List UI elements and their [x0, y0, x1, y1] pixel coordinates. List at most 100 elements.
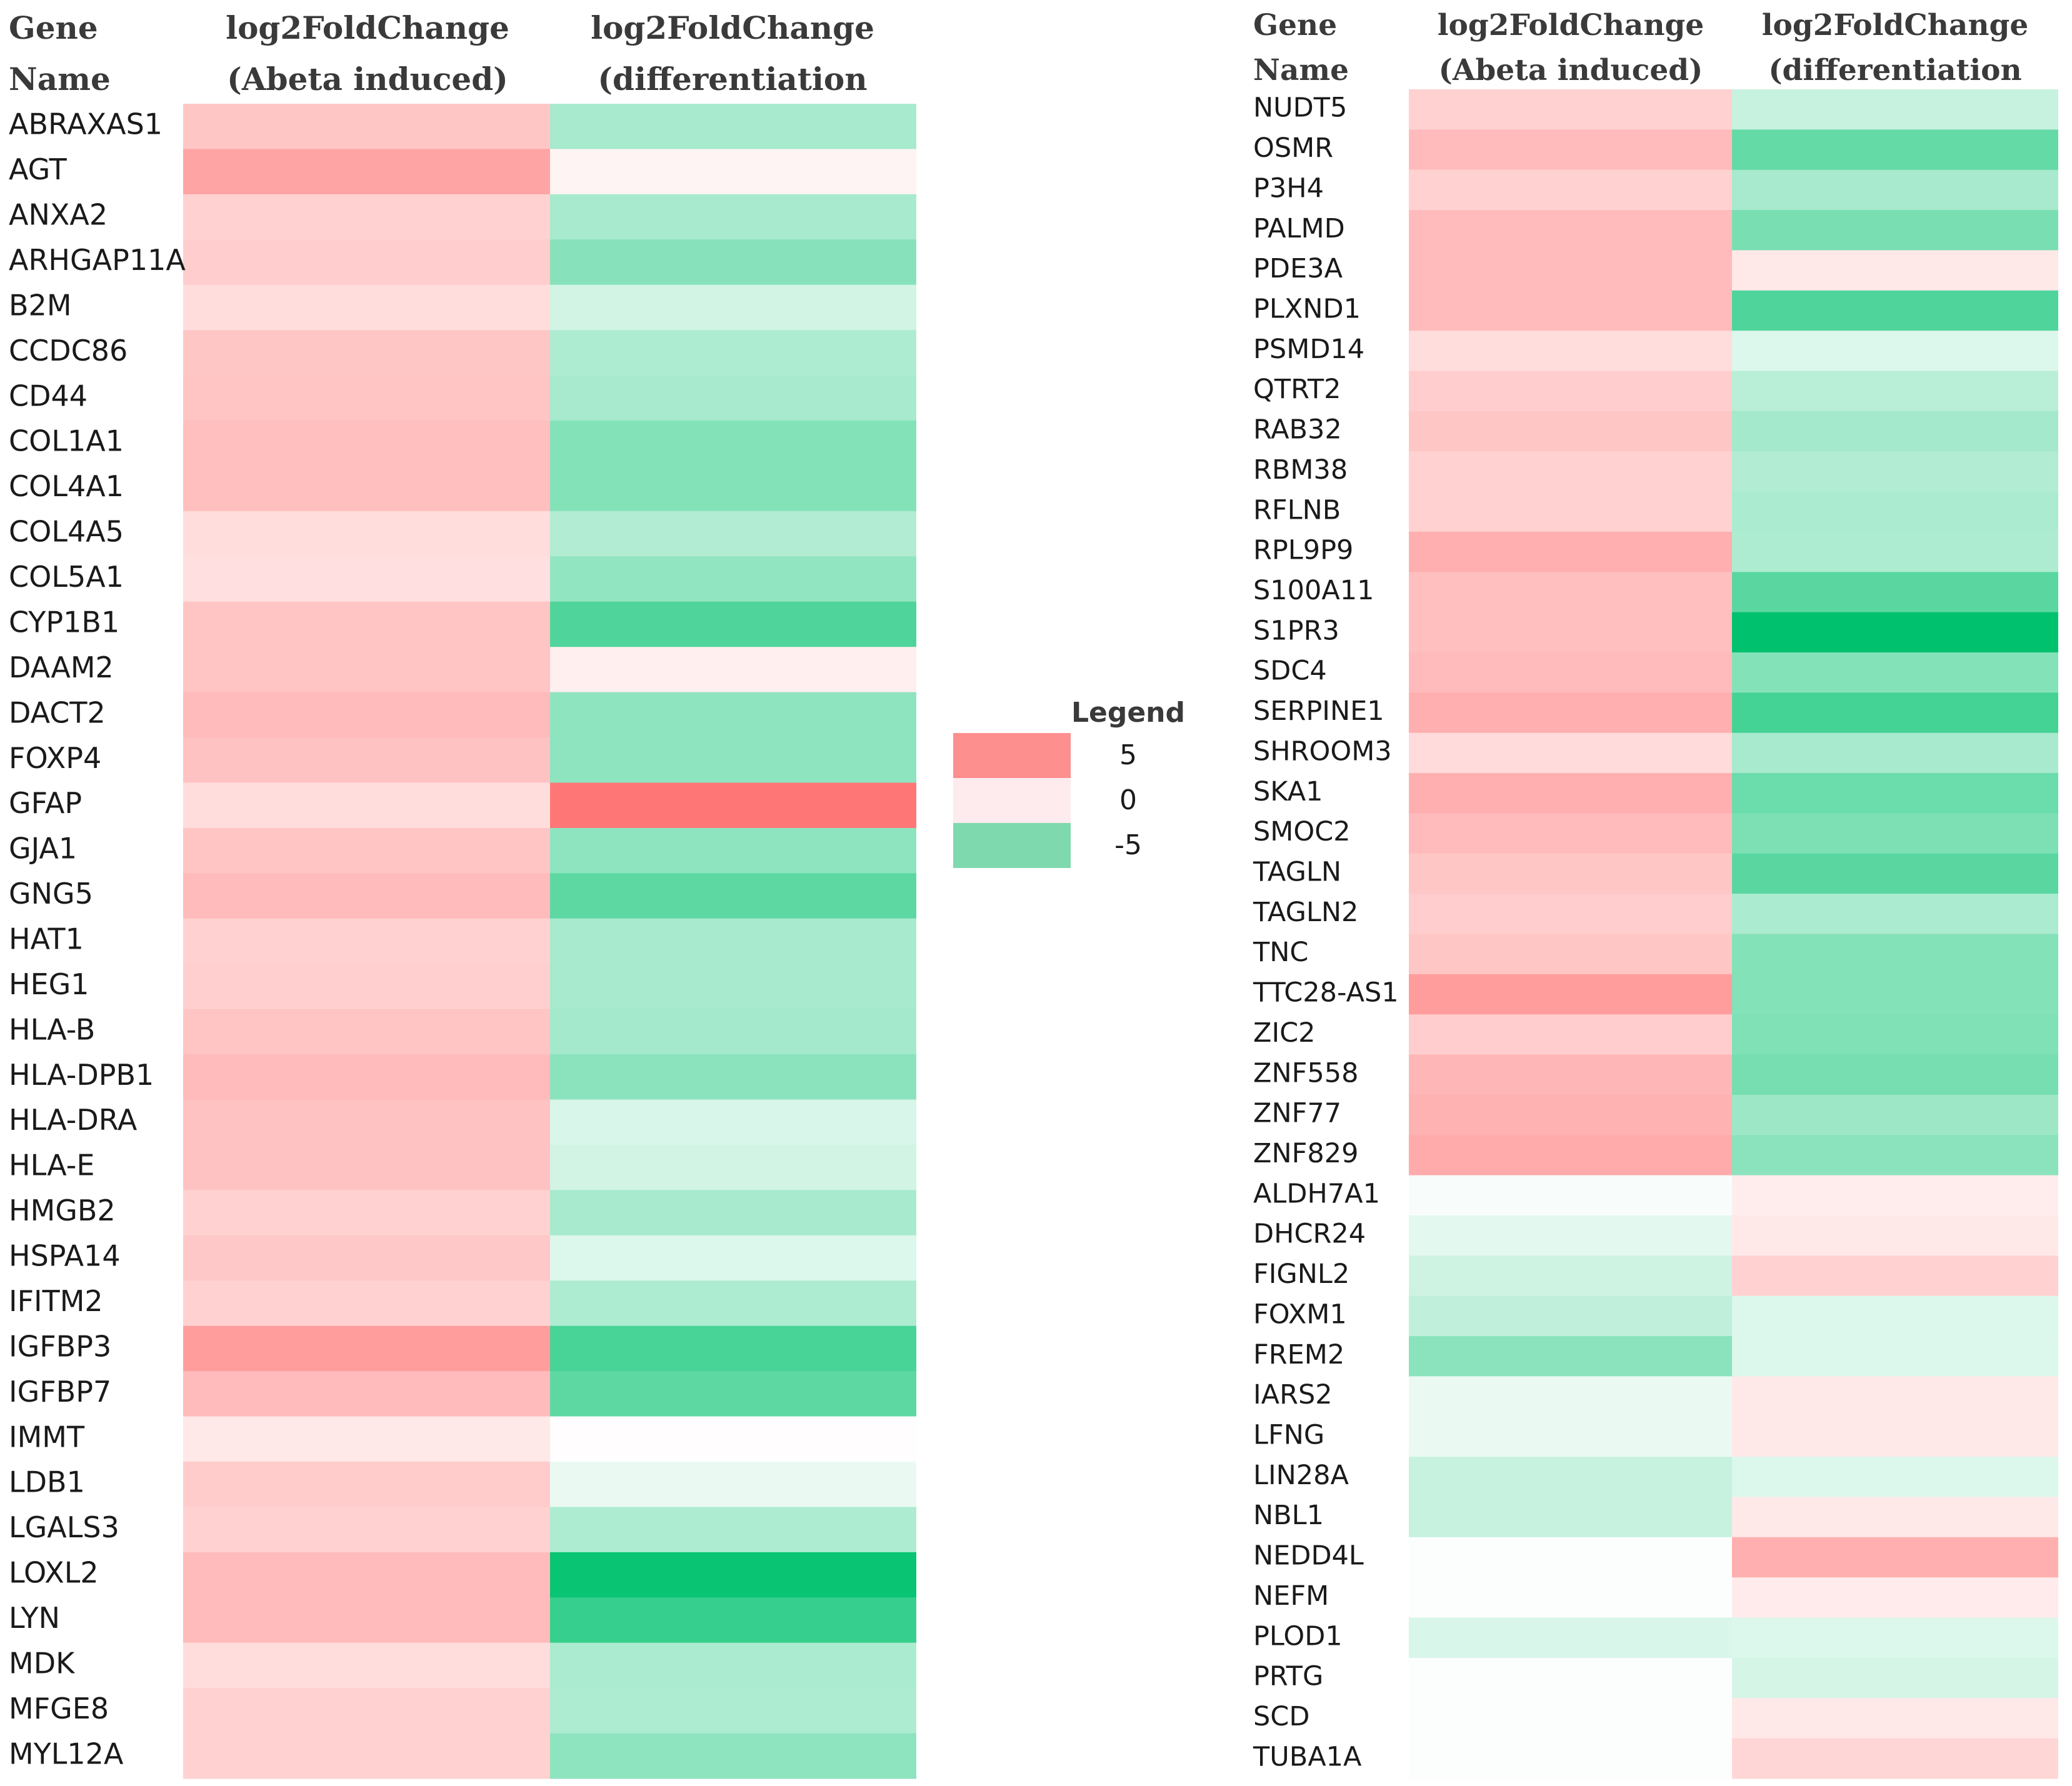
left-diff-cell-HLA-DRA — [550, 1099, 916, 1145]
right-abeta-cell-RFLNB — [1409, 491, 1732, 532]
right-diff-cell-RBM38 — [1732, 451, 2058, 492]
right-abeta-cell-SERPINE1 — [1409, 692, 1732, 734]
left-header-abeta-line2: (Abeta induced) — [227, 61, 508, 97]
left-header-gene-line1: Gene — [9, 9, 98, 46]
left-abeta-cell-COL1A1 — [183, 421, 550, 467]
right-heatmap-panel: NUDT5 OSMR P3H4 PALMD PDE3A PLXND1 PSMD14 QTRT2… — [1253, 89, 2058, 1779]
right-abeta-cell-S100A11 — [1409, 572, 1732, 613]
left-gene-label: CYP1B1 — [9, 605, 119, 639]
left-abeta-cell-HLA-DRA — [183, 1099, 550, 1145]
right-diff-cell-NBL1 — [1732, 1497, 2058, 1538]
right-diff-cell-TAGLN2 — [1732, 894, 2058, 935]
right-abeta-cell-TNC — [1409, 934, 1732, 975]
left-diff-cell-IMMT — [550, 1416, 916, 1462]
left-gene-label: HLA-E — [9, 1149, 94, 1182]
right-diff-cell-PSMD14 — [1732, 331, 2058, 372]
left-abeta-cell-MDK — [183, 1642, 550, 1689]
right-diff-cell-S100A11 — [1732, 572, 2058, 613]
right-diff-cell-SKA1 — [1732, 773, 2058, 814]
right-abeta-cell-LIN28A — [1409, 1457, 1732, 1498]
left-gene-label: CCDC86 — [9, 334, 128, 367]
right-diff-cell-FREM2 — [1732, 1336, 2058, 1377]
right-gene-label: SCD — [1253, 1701, 1309, 1732]
right-diff-cell-SERPINE1 — [1732, 692, 2058, 734]
left-abeta-cell-GJA1 — [183, 827, 550, 874]
right-abeta-cell-PLOD1 — [1409, 1617, 1732, 1659]
left-diff-cell-ARHGAP11A — [550, 239, 916, 286]
right-gene-label: LFNG — [1253, 1419, 1324, 1450]
left-abeta-cell-HMGB2 — [183, 1190, 550, 1236]
right-diff-cell-ALDH7A1 — [1732, 1175, 2058, 1216]
left-gene-label: COL5A1 — [9, 560, 124, 594]
right-gene-label: NBL1 — [1253, 1500, 1324, 1531]
right-gene-label: PRTG — [1253, 1661, 1323, 1692]
left-gene-label: IGFBP3 — [9, 1329, 111, 1363]
right-diff-cell-RFLNB — [1732, 491, 2058, 532]
right-diff-cell-SDC4 — [1732, 652, 2058, 693]
left-abeta-cell-ANXA2 — [183, 194, 550, 240]
left-abeta-cell-MFGE8 — [183, 1688, 550, 1734]
left-diff-cell-ABRAXAS1 — [550, 104, 916, 150]
right-gene-label: IARS2 — [1253, 1379, 1333, 1410]
left-abeta-cell-HSPA14 — [183, 1235, 550, 1281]
left-diff-cell-HMGB2 — [550, 1190, 916, 1236]
left-gene-label: IMMT — [9, 1420, 85, 1454]
left-abeta-cell-CD44 — [183, 375, 550, 421]
left-gene-label: HMGB2 — [9, 1194, 116, 1227]
right-abeta-cell-FIGNL2 — [1409, 1255, 1732, 1297]
left-gene-label: ABRAXAS1 — [9, 107, 163, 141]
left-abeta-cell-CYP1B1 — [183, 601, 550, 647]
left-diff-cell-LYN — [550, 1597, 916, 1644]
left-gene-label: ARHGAP11A — [9, 243, 186, 277]
right-gene-label: ZIC2 — [1253, 1017, 1316, 1049]
left-gene-label: MDK — [9, 1646, 76, 1680]
right-gene-label: S100A11 — [1253, 575, 1374, 606]
left-diff-cell-LGALS3 — [550, 1507, 916, 1553]
left-gene-label: LDB1 — [9, 1465, 85, 1499]
left-panel-header: Gene Name log2FoldChange (Abeta induced)… — [9, 9, 874, 97]
right-abeta-cell-ALDH7A1 — [1409, 1175, 1732, 1216]
left-abeta-cell-COL4A1 — [183, 466, 550, 512]
left-gene-label: LGALS3 — [9, 1510, 119, 1544]
left-diff-cell-HSPA14 — [550, 1235, 916, 1281]
right-diff-cell-DHCR24 — [1732, 1215, 2058, 1256]
left-gene-label: AGT — [9, 152, 68, 186]
right-gene-label: NEDD4L — [1253, 1540, 1364, 1572]
left-header-gene-line2: Name — [9, 61, 111, 97]
right-gene-label: PALMD — [1253, 213, 1345, 244]
left-gene-label: IGFBP7 — [9, 1375, 111, 1409]
right-abeta-cell-TAGLN2 — [1409, 894, 1732, 935]
right-abeta-cell-SHROOM3 — [1409, 732, 1732, 774]
right-header-gene-line1: Gene — [1253, 8, 1337, 42]
right-gene-label: NUDT5 — [1253, 92, 1347, 124]
left-gene-label: HAT1 — [9, 922, 84, 956]
left-abeta-cell-LOXL2 — [183, 1552, 550, 1598]
left-diff-cell-DACT2 — [550, 692, 916, 738]
right-diff-cell-P3H4 — [1732, 169, 2058, 211]
left-abeta-cell-IMMT — [183, 1416, 550, 1462]
right-abeta-cell-SMOC2 — [1409, 813, 1732, 854]
left-diff-cell-IGFBP3 — [550, 1325, 916, 1372]
right-abeta-cell-OSMR — [1409, 129, 1732, 171]
left-gene-label: DAAM2 — [9, 651, 114, 684]
right-gene-label: QTRT2 — [1253, 374, 1341, 405]
right-diff-cell-SHROOM3 — [1732, 732, 2058, 774]
left-abeta-cell-HLA-B — [183, 1009, 550, 1055]
right-abeta-cell-RPL9P9 — [1409, 531, 1732, 572]
right-panel-header: Gene Name log2FoldChange (Abeta induced)… — [1253, 8, 2028, 87]
left-abeta-cell-DACT2 — [183, 692, 550, 738]
right-abeta-cell-RAB32 — [1409, 411, 1732, 452]
left-gene-label: MFGE8 — [9, 1692, 109, 1725]
right-gene-label: SMOC2 — [1253, 816, 1351, 847]
left-diff-cell-GJA1 — [550, 827, 916, 874]
left-abeta-cell-ABRAXAS1 — [183, 104, 550, 150]
legend-label: -5 — [1114, 829, 1142, 861]
left-gene-label: B2M — [9, 288, 72, 322]
left-diff-cell-IGFBP7 — [550, 1371, 916, 1417]
left-gene-label: HLA-DPB1 — [9, 1058, 154, 1092]
left-abeta-cell-LDB1 — [183, 1461, 550, 1508]
right-diff-cell-SCD — [1732, 1698, 2058, 1739]
right-header-diff-line1: log2FoldChange — [1762, 8, 2029, 42]
left-abeta-cell-MYL12A — [183, 1733, 550, 1779]
